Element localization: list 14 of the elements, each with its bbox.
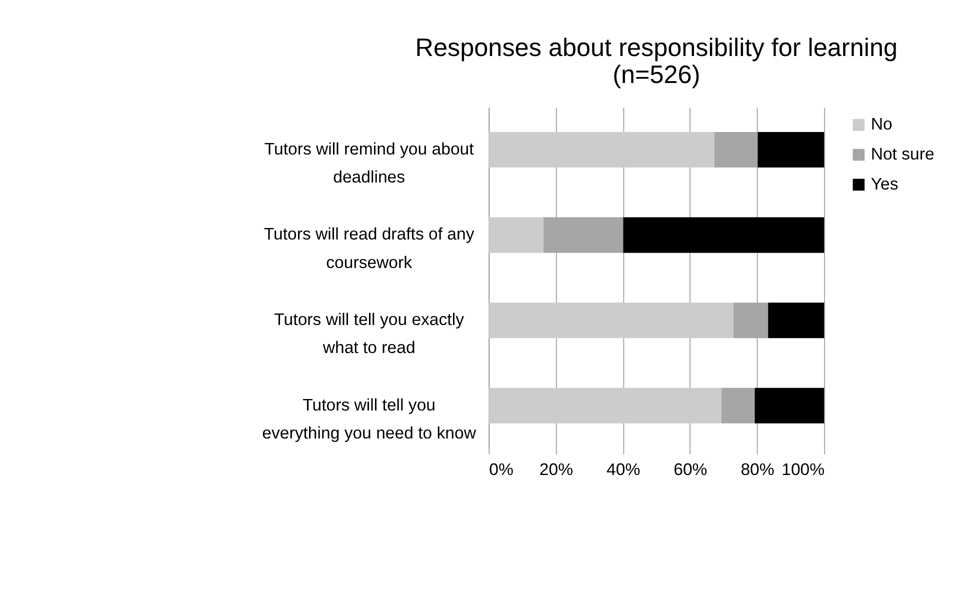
y-tick-label: Tutors will remind you about deadlines <box>264 139 474 187</box>
legend-label: Not sure <box>870 144 934 164</box>
x-tick-label: 40% <box>606 460 640 479</box>
chart-title: Responses about responsibility for learning (n=526) <box>415 34 898 89</box>
legend-label: Yes <box>870 174 898 194</box>
y-tick-label: Tutors will tell you exactly what to read <box>274 310 465 358</box>
legend-label: No <box>870 114 892 134</box>
x-tick-label: 0% <box>489 460 514 479</box>
x-tick-label: 20% <box>539 460 574 479</box>
y-tick-label: Tutors will read drafts of any coursework <box>264 224 475 272</box>
x-tick-label: 100% <box>782 460 825 479</box>
x-tick-label: 60% <box>674 460 708 479</box>
x-tick-label: 80% <box>740 460 774 479</box>
y-tick-label: Tutors will tell you everything you need to know <box>262 395 477 442</box>
